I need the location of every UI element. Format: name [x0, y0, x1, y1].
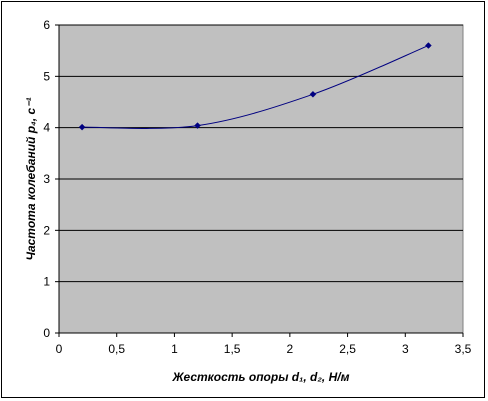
y-tick-label: 6 — [43, 18, 50, 32]
data-series — [78, 42, 432, 131]
x-tick-label: 1,5 — [224, 342, 241, 356]
y-tick-label: 2 — [43, 223, 50, 237]
grid-lines — [59, 24, 463, 283]
y-tick-label: 1 — [43, 275, 50, 289]
y-axis-label: Частота колебаний p₄, с⁻¹ — [24, 97, 38, 260]
x-tick-label: 0 — [56, 342, 63, 356]
x-axis-label: Жесткость опоры d₁, d₂, Н/м — [172, 370, 350, 384]
data-point — [78, 123, 86, 131]
x-tick-label: 1 — [171, 342, 178, 356]
x-tick-label: 2,5 — [339, 342, 356, 356]
y-tick-label: 5 — [43, 69, 50, 83]
data-point — [425, 42, 432, 49]
x-tick-label: 0,5 — [108, 342, 125, 356]
data-point — [309, 90, 317, 98]
axis-ticks: 0 1 2 3 4 5 6 0 0,5 1 1,5 2 2,5 3 3,5 — [43, 18, 471, 356]
x-tick-label: 2 — [287, 342, 294, 356]
data-point — [194, 122, 201, 129]
y-tick-label: 4 — [43, 121, 50, 135]
y-tick-label: 0 — [43, 326, 50, 340]
x-tick-label: 3 — [402, 342, 409, 356]
series-line — [82, 45, 429, 129]
x-tick-label: 3,5 — [455, 342, 472, 356]
y-tick-label: 3 — [43, 172, 50, 186]
